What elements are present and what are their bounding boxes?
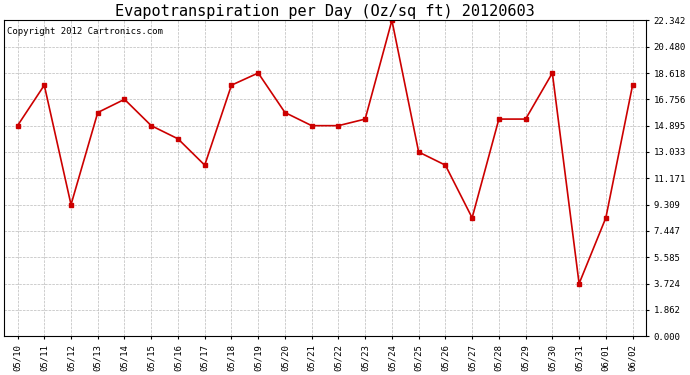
Text: Copyright 2012 Cartronics.com: Copyright 2012 Cartronics.com — [8, 27, 164, 36]
Title: Evapotranspiration per Day (Oz/sq ft) 20120603: Evapotranspiration per Day (Oz/sq ft) 20… — [115, 4, 535, 19]
